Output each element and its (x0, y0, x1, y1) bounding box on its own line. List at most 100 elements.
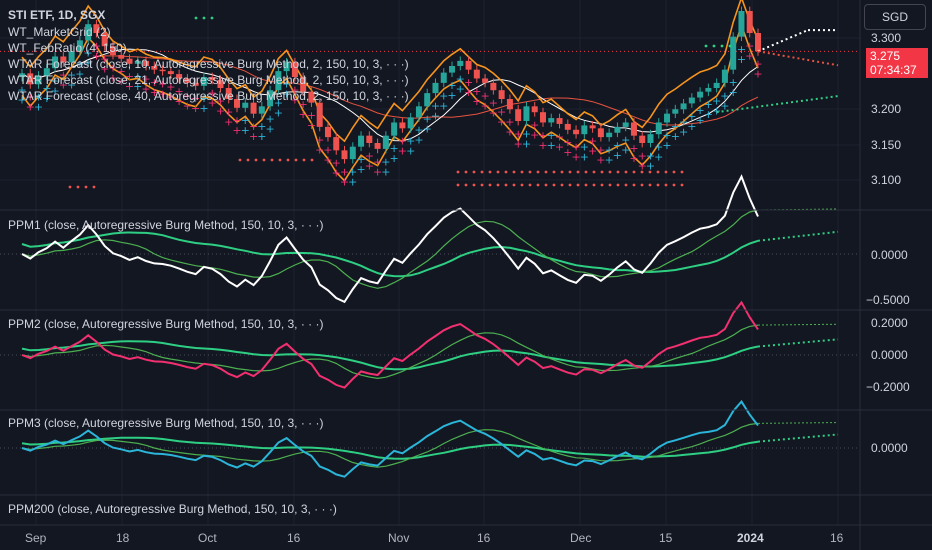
candle-body (167, 71, 174, 75)
time-tick: 18 (116, 531, 130, 545)
grid-marker: + (323, 154, 332, 167)
grid-marker: + (431, 110, 440, 123)
grid-marker: + (563, 146, 572, 159)
grid-marker: + (571, 151, 580, 164)
level-dots-mid (528, 170, 532, 174)
grid-marker: + (547, 139, 556, 152)
grid-marker: + (431, 100, 440, 113)
level-dots-top (704, 44, 708, 48)
level-dots-bottom (608, 183, 612, 187)
grid-marker: + (34, 91, 43, 104)
grid-marker: + (84, 47, 93, 60)
grid-marker: + (332, 167, 341, 180)
level-dots-low (246, 158, 250, 162)
candle-body (134, 60, 141, 64)
level-dots-bottom (456, 183, 460, 187)
grid-marker: + (588, 135, 597, 148)
grid-marker: + (489, 97, 498, 110)
grid-marker: + (175, 95, 184, 108)
ppm3-mid-line (21, 422, 759, 468)
candle-body (159, 69, 166, 72)
grid-marker: + (67, 69, 76, 82)
level-dots-low (278, 158, 282, 162)
grid-lines (0, 0, 860, 525)
grid-marker: + (398, 145, 407, 158)
ppm3-label[interactable]: PPM3 (close, Autoregressive Burg Method,… (8, 416, 324, 430)
candle-body (523, 106, 530, 121)
grid-marker: + (414, 134, 423, 147)
bar-countdown: 07:34:37 (870, 63, 917, 77)
grid-marker: + (241, 124, 250, 137)
candle-body (85, 24, 92, 41)
grid-marker: + (381, 155, 390, 168)
indicator-label-marketgrid[interactable]: WT_MarketGrid (2) (8, 25, 111, 39)
indicator-label-wtar-40[interactable]: WTAR Forecast (close, 40, Autoregressive… (8, 89, 409, 103)
grid-marker: + (613, 139, 622, 152)
grid-marker: + (621, 133, 630, 146)
grid-marker: + (605, 144, 614, 157)
level-dots-mid (576, 170, 580, 174)
candle-body (506, 99, 513, 110)
grid-marker: + (514, 127, 523, 140)
candle-body (358, 135, 365, 147)
grid-marker: + (522, 137, 531, 150)
candle-body (746, 11, 753, 33)
indicator-label-febratio[interactable]: WT_FebRatio (4, 150) (8, 41, 127, 55)
candle-body (118, 55, 125, 59)
candle-body (68, 51, 75, 63)
level-dots-bottom (648, 183, 652, 187)
grid-marker: + (257, 120, 266, 133)
level-dots-low (254, 158, 258, 162)
time-tick: Oct (198, 531, 217, 545)
symbol-title[interactable]: STI ETF, 1D, SGX (8, 8, 106, 22)
candle-body (93, 24, 100, 33)
grid-marker: + (348, 176, 357, 189)
candle-body (382, 135, 389, 149)
grid-marker: + (175, 85, 184, 98)
ppm1-tick: −0.5000 (866, 293, 910, 307)
ppm200-label[interactable]: PPM200 (close, Autoregressive Burg Metho… (8, 502, 337, 516)
grid-marker: + (712, 104, 721, 117)
grid-marker: + (729, 86, 738, 99)
level-dots-mid (672, 170, 676, 174)
grid-marker: + (373, 165, 382, 178)
candle-body (27, 73, 34, 85)
indicator-label-wtar-21[interactable]: WTAR Forecast (close, 21, Autoregressive… (8, 73, 409, 87)
grid-marker: + (729, 76, 738, 89)
candle-body (589, 125, 596, 129)
grid-marker: + (737, 43, 746, 56)
grid-marker: + (274, 107, 283, 120)
grid-marker: + (232, 114, 241, 127)
grid-marker: + (538, 139, 547, 152)
grid-marker: + (365, 159, 374, 172)
ppm1-label[interactable]: PPM1 (close, Autoregressive Burg Method,… (8, 218, 324, 232)
grid-marker: + (439, 89, 448, 102)
grid-marker: + (464, 76, 473, 89)
candle-body (291, 62, 298, 77)
grid-marker: + (232, 124, 241, 137)
grid-marker: + (687, 120, 696, 133)
grid-marker: + (42, 92, 51, 105)
grid-marker: + (555, 140, 564, 153)
ppm1-pane (0, 174, 860, 304)
grid-marker: + (150, 76, 159, 89)
grid-marker: + (100, 63, 109, 76)
candle-body (242, 102, 249, 108)
grid-marker: + (497, 105, 506, 118)
time-tick: 16 (287, 531, 301, 545)
candle-body (730, 36, 737, 70)
currency-button[interactable]: SGD (864, 4, 926, 30)
grid-marker: + (42, 82, 51, 95)
level-dots-bottom (504, 183, 508, 187)
grid-marker: + (472, 85, 481, 98)
indicator-label-wtar-10[interactable]: WTAR Forecast (close, 10, Autoregressive… (8, 57, 409, 71)
grid-marker: + (282, 78, 291, 91)
grid-marker: + (373, 155, 382, 168)
grid-marker: + (596, 144, 605, 157)
grid-marker: + (530, 129, 539, 142)
grid-marker: + (299, 98, 308, 111)
grid-marker: + (125, 80, 134, 93)
candle-body (349, 146, 356, 160)
ppm2-label[interactable]: PPM2 (close, Autoregressive Burg Method,… (8, 317, 324, 331)
